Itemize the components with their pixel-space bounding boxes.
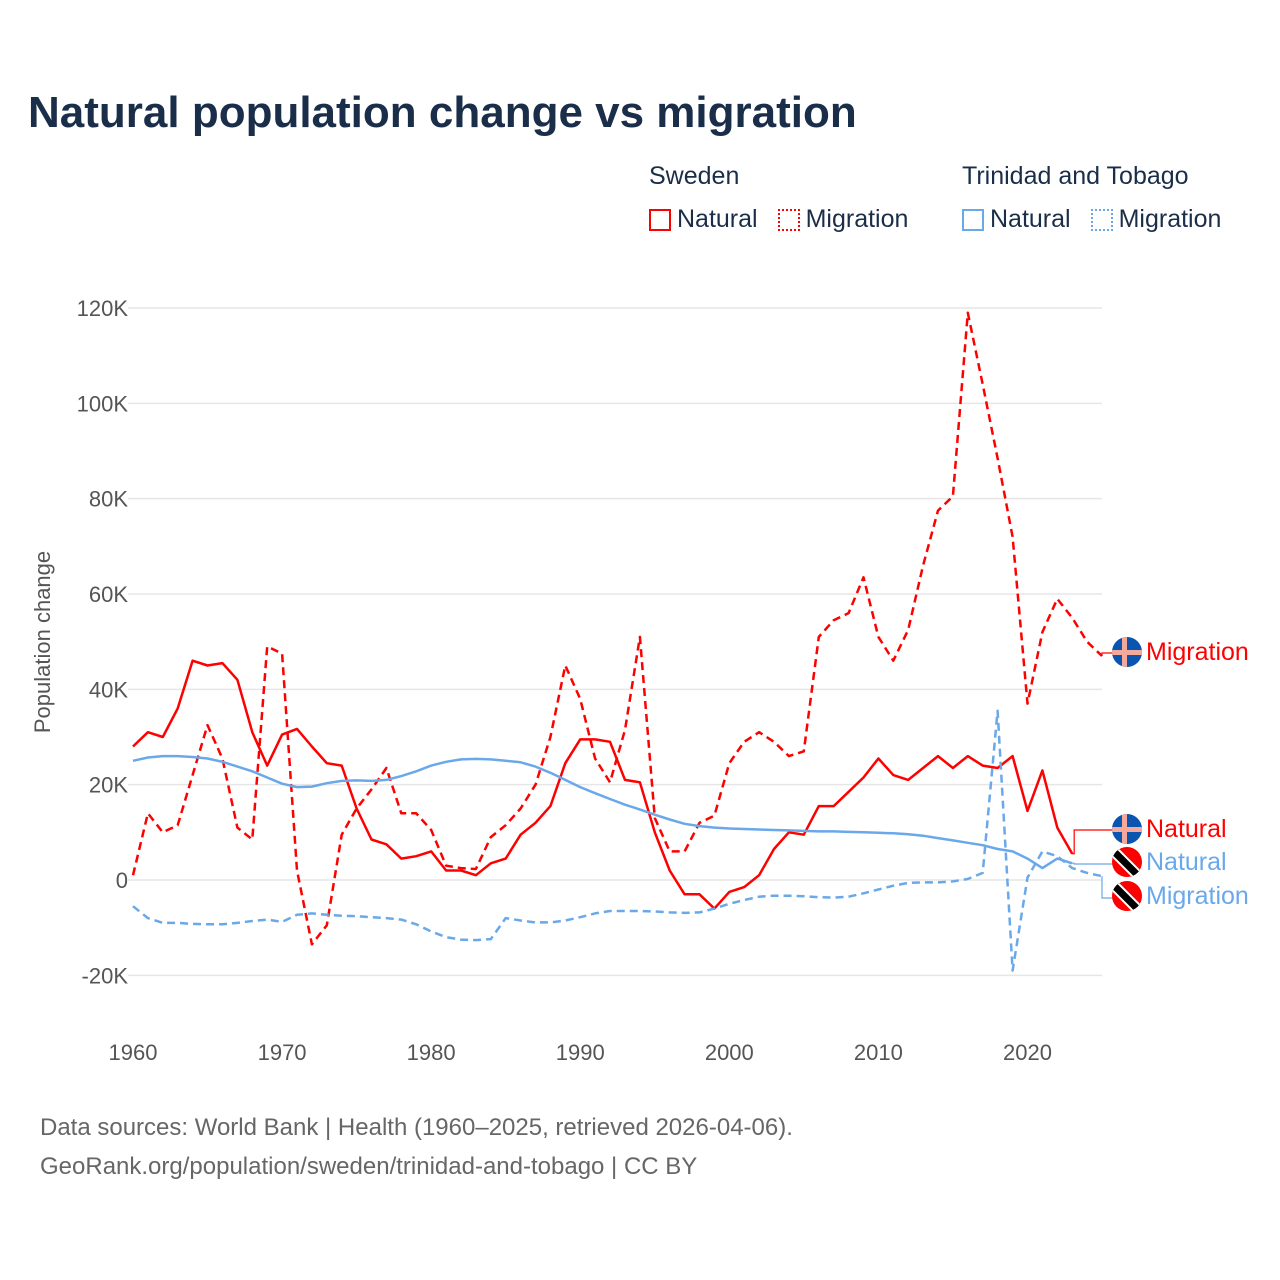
- legend-item-sweden-natural[interactable]: Natural: [649, 205, 758, 234]
- sweden-flag-icon: [1112, 637, 1142, 667]
- series-line-sweden-natural: [132, 659, 1074, 910]
- legend-heading-sweden: Sweden: [649, 162, 740, 190]
- x-tick-label: 2010: [854, 1040, 903, 1065]
- series-line-trinidad-and-tobago-natural: [132, 754, 1073, 870]
- x-tick-label: 2020: [1003, 1040, 1052, 1065]
- end-label-sweden-migration: Migration: [1112, 637, 1249, 667]
- legend-heading-tt: Trinidad and Tobago: [962, 162, 1189, 190]
- x-tick-label: 1980: [407, 1040, 456, 1065]
- y-tick-label: 100K: [77, 391, 129, 416]
- chart-title: Natural population change vs migration: [28, 88, 857, 137]
- legend-item-tt-migration[interactable]: Migration: [1090, 205, 1222, 234]
- end-label-connector: [1101, 876, 1114, 899]
- end-label-connector: [1072, 829, 1114, 855]
- legend-swatch-dotted-red: [777, 208, 800, 231]
- y-tick-label: 20K: [89, 773, 128, 798]
- end-label-sweden-natural: Natural: [1112, 814, 1227, 844]
- series-line-sweden-migration: [131, 311, 1103, 946]
- sweden-flag-icon: [1112, 814, 1142, 844]
- footer-sources: Data sources: World Bank | Health (1960–…: [40, 1114, 793, 1141]
- legend-label: Natural: [990, 205, 1071, 233]
- end-label-text: Migration: [1146, 881, 1249, 910]
- y-tick-label: -20K: [82, 963, 129, 988]
- legend-sweden: Sweden Natural Migration: [649, 162, 908, 234]
- legend-trinidad-and-tobago: Trinidad and Tobago Natural Migration: [962, 162, 1221, 234]
- legend-item-sweden-migration[interactable]: Migration: [777, 205, 909, 234]
- legend-label: Migration: [1118, 205, 1222, 233]
- end-label-connector: [1072, 862, 1114, 865]
- series-line-trinidad-and-tobago-migration: [132, 709, 1103, 972]
- y-tick-label: 40K: [89, 677, 128, 702]
- x-tick-label: 2000: [705, 1040, 754, 1065]
- end-label-text: Natural: [1146, 847, 1227, 876]
- end-label-text: Natural: [1146, 814, 1227, 843]
- footer: Data sources: World Bank | Health (1960–…: [40, 1108, 793, 1186]
- end-label-tt-migration: Migration: [1112, 881, 1249, 911]
- footer-url[interactable]: GeoRank.org/population/sweden/trinidad-a…: [40, 1153, 698, 1180]
- end-label-tt-natural: Natural: [1112, 847, 1227, 877]
- legend-label: Migration: [805, 205, 909, 233]
- legend-item-tt-natural[interactable]: Natural: [962, 205, 1071, 234]
- legend-swatch-solid-blue: [962, 208, 984, 231]
- legend-swatch-solid-red: [649, 208, 671, 231]
- y-tick-label: 60K: [89, 582, 128, 607]
- y-tick-label: 0: [116, 868, 128, 893]
- x-tick-label: 1960: [109, 1040, 158, 1065]
- legend-swatch-dotted-blue: [1090, 208, 1113, 231]
- trinidad-flag-icon: [1112, 847, 1142, 877]
- y-tick-label: 80K: [89, 487, 128, 512]
- y-axis-label: Population change: [30, 551, 55, 733]
- trinidad-flag-icon: [1112, 881, 1142, 911]
- x-tick-label: 1990: [556, 1040, 605, 1065]
- end-label-text: Migration: [1146, 637, 1249, 666]
- x-tick-label: 1970: [258, 1040, 307, 1065]
- legend-label: Natural: [677, 205, 758, 233]
- y-tick-label: 120K: [77, 296, 129, 321]
